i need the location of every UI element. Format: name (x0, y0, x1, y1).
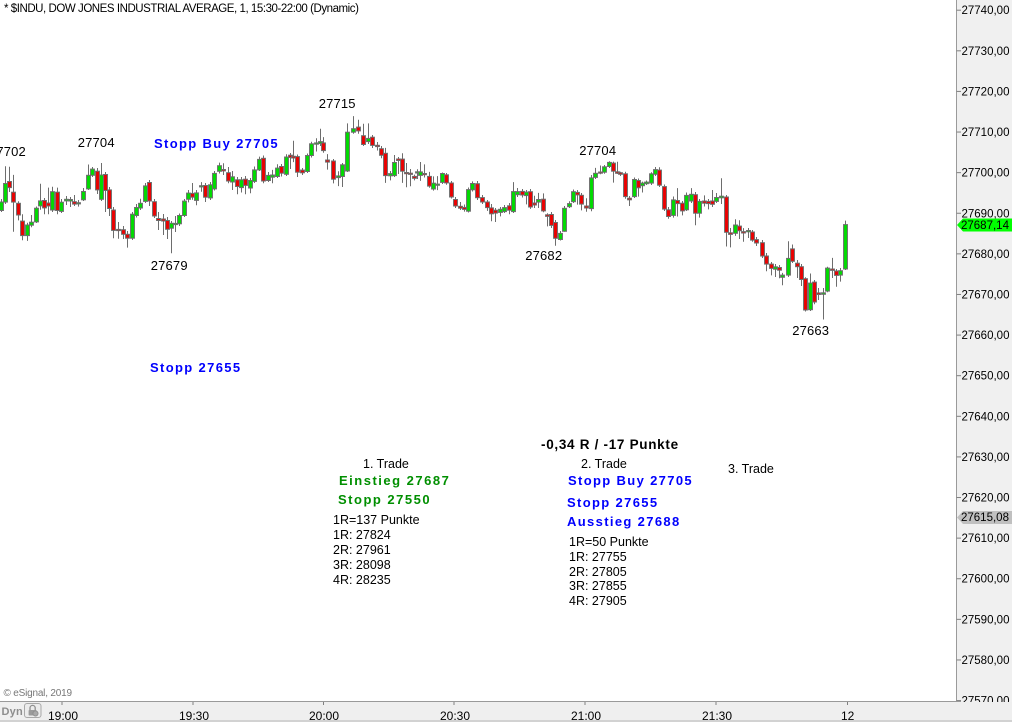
svg-text:27680,00: 27680,00 (962, 249, 1010, 261)
svg-text:27620,00: 27620,00 (962, 493, 1010, 505)
svg-text:27720,00: 27720,00 (962, 86, 1010, 98)
svg-text:27660,00: 27660,00 (962, 330, 1010, 342)
svg-text:27670,00: 27670,00 (962, 289, 1010, 301)
svg-text:27740,00: 27740,00 (962, 5, 1010, 17)
svg-text:27690,00: 27690,00 (962, 208, 1010, 220)
svg-text:27600,00: 27600,00 (962, 574, 1010, 586)
svg-text:27710,00: 27710,00 (962, 127, 1010, 139)
svg-text:27650,00: 27650,00 (962, 371, 1010, 383)
svg-text:27640,00: 27640,00 (962, 411, 1010, 423)
svg-text:27580,00: 27580,00 (962, 655, 1010, 667)
svg-text:27730,00: 27730,00 (962, 46, 1010, 58)
svg-text:27610,00: 27610,00 (962, 533, 1010, 545)
svg-text:27590,00: 27590,00 (962, 614, 1010, 626)
svg-text:27630,00: 27630,00 (962, 452, 1010, 464)
svg-text:27700,00: 27700,00 (962, 168, 1010, 180)
